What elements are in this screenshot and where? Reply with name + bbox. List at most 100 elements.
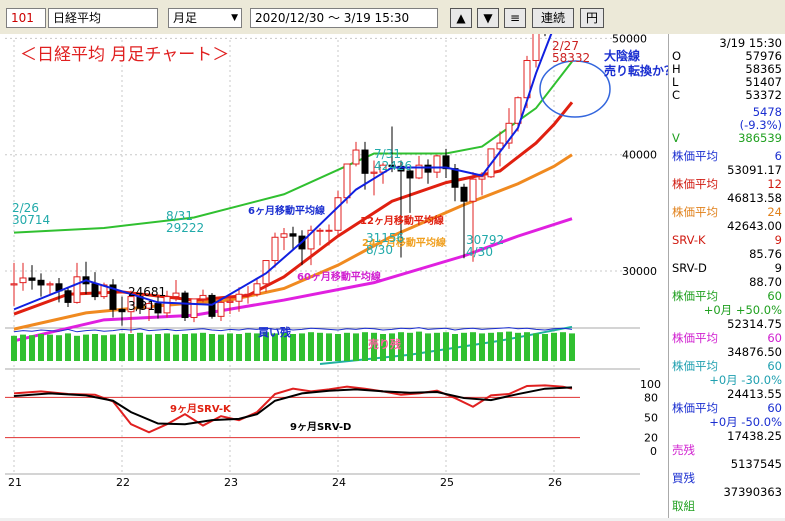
indicator-period: 60 [767,289,782,303]
volume-bar [551,332,557,361]
volume-bar [353,333,359,361]
continuous-button[interactable]: 連続 [532,8,574,28]
volume-bar [74,335,80,361]
candle-body [10,283,18,286]
scroll-up-button[interactable]: ▲ [450,8,472,28]
candle-body [361,149,369,174]
candle-body [64,290,72,303]
oscillator-axis-label: 100 [640,378,661,391]
indicator-period: 60 [767,401,782,415]
symbol-name-field[interactable]: 日経平均 [48,8,158,28]
volume-bar [461,332,467,361]
yen-button[interactable]: 円 [580,8,604,28]
price-label-value: 29222 [166,221,204,235]
ohlc-value: 57976 [745,49,782,63]
volume-bar [128,334,134,361]
volume-bar [290,334,296,361]
volume-bar [389,333,395,361]
indicator-name: 株価平均 [672,289,718,303]
remaining-label: 売残 [672,443,695,457]
volume-bar [434,332,440,361]
volume-bar [272,333,278,361]
candle-body [316,229,324,232]
candle-body [289,233,297,237]
indicator-name: 株価平均 [672,359,718,373]
candle-body [154,303,162,314]
volume-bar [38,334,44,361]
candle-body [172,292,180,298]
label-srv-d: 9ヶ月SRV-D [290,421,351,433]
x-axis-label: 26 [548,476,562,489]
date-range-field[interactable]: 2020/12/30 ～ 3/19 15:30 [250,8,438,28]
price-label-date: 8/31 [166,209,193,223]
label-ma60: 60ヶ月移動平均線 [297,270,381,283]
indicator-name: SRV-K [672,233,706,247]
x-axis-label: 21 [8,476,22,489]
volume-bar [11,335,17,361]
indicator-period: 60 [767,359,782,373]
scroll-down-button[interactable]: ▼ [477,8,499,28]
candle-body [424,164,432,173]
volume-bar [182,334,188,361]
volume-bar [425,333,431,361]
label-ma12: 12ヶ月移動平均線 [360,214,444,227]
candle-body [496,142,504,150]
volume-bar [191,333,197,361]
volume-bar [218,334,224,361]
volume-bar [227,333,233,361]
candle-body [388,164,396,167]
candle-body [352,149,360,165]
candle-body [271,236,279,262]
remaining-label: 買残 [672,471,695,485]
candle-body [460,186,468,202]
volume-bar [209,334,215,361]
ma6-line [13,8,573,311]
candle-body [397,165,405,172]
x-axis-label: 24 [332,476,346,489]
y-axis-label: 40000 [622,149,657,162]
indicator-name: 株価平均 [672,205,718,219]
volume-bar [65,333,71,361]
x-axis-label: 22 [116,476,130,489]
candle-body [190,298,198,319]
ohlc-value: 53372 [745,88,782,102]
annotation-sell-turn: 売り転換か？ [604,63,668,78]
volume-bar [542,334,548,361]
volume-bar [47,334,53,361]
symbol-code-field[interactable]: 101 [6,8,46,28]
label-buy-remaining: 買い残 [258,325,291,339]
candle-body [28,277,36,281]
price-label-date: 3/31 [128,299,155,313]
volume-bar [488,332,494,361]
volume-bar [533,333,539,361]
remaining-value: 5137545 [730,457,782,471]
period-select[interactable]: 月足 ▼ [168,8,242,28]
menu-button[interactable]: ≡ [504,8,526,28]
srv-k-line [13,384,573,434]
volume-bar [137,332,143,361]
candle-body [19,277,27,284]
ohlc-label: C [672,88,681,102]
price-label-date: 7/31 [374,147,401,161]
indicator-period: 9 [774,233,782,247]
chevron-down-icon: ▼ [231,13,238,23]
indicator-value: 34876.50 [727,345,782,359]
period-select-value: 月足 [173,11,198,25]
candle-body [442,155,450,170]
indicator-name: 株価平均 [672,401,718,415]
volume-bar [92,334,98,361]
candle-body [163,296,171,314]
x-axis-label: 25 [440,476,454,489]
volume-bar [515,332,521,361]
candle-body [145,303,153,309]
candle-body [415,164,423,179]
candle-body [181,292,189,319]
candle-body [226,300,234,303]
volume-bar [398,332,404,361]
indicator-period: 12 [767,177,782,191]
indicator-offset: +0月 -50.0% [709,415,782,429]
volume-bar [344,332,350,361]
candle-body [334,197,342,231]
